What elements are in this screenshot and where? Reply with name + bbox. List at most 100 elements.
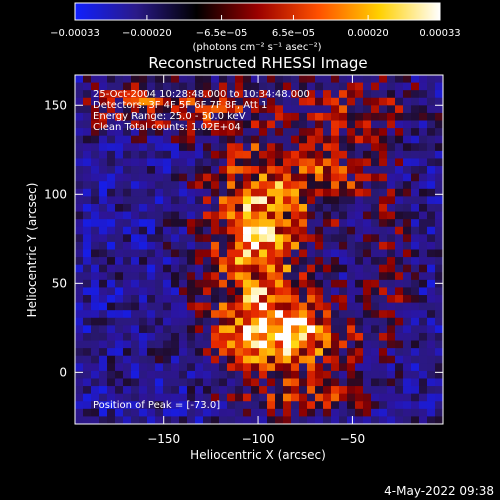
heatmap-cell — [299, 166, 308, 175]
heatmap-cell — [379, 325, 388, 334]
heatmap-cell — [155, 143, 164, 152]
heatmap-cell — [387, 272, 396, 281]
heatmap-cell — [235, 302, 244, 311]
heatmap-cell — [163, 370, 172, 380]
heatmap-cell — [403, 211, 412, 220]
heatmap-cell — [411, 105, 420, 114]
heatmap-cell — [355, 166, 364, 175]
heatmap-cell — [355, 249, 364, 258]
heatmap-cell — [115, 332, 124, 342]
heatmap-cell — [323, 196, 332, 205]
heatmap-cell — [259, 173, 268, 182]
heatmap-cell — [155, 416, 164, 424]
heatmap-cell — [371, 302, 380, 311]
heatmap-cell — [419, 173, 428, 182]
heatmap-cell — [163, 325, 172, 334]
heatmap-cell — [235, 181, 244, 190]
heatmap-cell — [275, 401, 284, 410]
heatmap-cell — [155, 181, 164, 190]
heatmap-cell — [211, 203, 220, 213]
heatmap-cell — [283, 112, 292, 122]
heatmap-cell — [171, 310, 180, 319]
heatmap-cell — [299, 196, 308, 205]
heatmap-cell — [323, 393, 332, 402]
heatmap-cell — [307, 264, 316, 273]
heatmap-cell — [363, 112, 372, 122]
heatmap-cell — [363, 378, 372, 387]
heatmap-cell — [131, 234, 140, 243]
heatmap-cell — [339, 211, 348, 220]
heatmap-cell — [355, 355, 364, 364]
heatmap-cell — [435, 82, 443, 91]
heatmap-cell — [275, 166, 284, 175]
heatmap-cell — [411, 332, 420, 342]
heatmap-cell — [267, 279, 276, 289]
colorbar-tick-label: 0.00020 — [347, 28, 388, 39]
heatmap-cell — [307, 211, 316, 220]
heatmap-cell — [139, 264, 148, 273]
heatmap-cell — [155, 386, 164, 395]
heatmap-cell — [75, 355, 84, 364]
heatmap-cell — [403, 112, 412, 122]
heatmap-cell — [187, 219, 196, 228]
heatmap-cell — [227, 120, 236, 129]
heatmap-cell — [387, 287, 396, 296]
heatmap-cell — [299, 112, 308, 122]
heatmap-cell — [307, 181, 316, 190]
heatmap-cell — [91, 241, 100, 251]
heatmap-cell — [107, 272, 116, 281]
heatmap-cell — [275, 416, 284, 424]
heatmap-cell — [347, 348, 356, 357]
heatmap-cell — [331, 393, 340, 402]
heatmap-cell — [91, 112, 100, 122]
heatmap-cell — [187, 332, 196, 342]
heatmap-cell — [403, 295, 412, 304]
heatmap-cell — [99, 234, 108, 243]
heatmap-cell — [91, 264, 100, 273]
heatmap-cell — [139, 295, 148, 304]
heatmap-cell — [427, 287, 436, 296]
heatmap-cell — [115, 158, 124, 167]
heatmap-cell — [155, 97, 164, 106]
heatmap-cell — [363, 166, 372, 175]
heatmap-cell — [347, 188, 356, 197]
y-tick-label: 150 — [44, 98, 67, 112]
heatmap-cell — [99, 249, 108, 258]
heatmap-cell — [219, 279, 228, 289]
heatmap-cell — [195, 272, 204, 281]
heatmap-cell — [171, 196, 180, 205]
heatmap-cell — [323, 135, 332, 144]
heatmap-cell — [243, 211, 252, 220]
heatmap-cell — [235, 150, 244, 160]
heatmap-cell — [123, 317, 132, 326]
heatmap-cell — [259, 310, 268, 319]
heatmap-cell — [155, 370, 164, 380]
heatmap-cell — [331, 279, 340, 289]
heatmap-cell — [123, 211, 132, 220]
heatmap-cell — [395, 264, 404, 273]
heatmap-cell — [227, 211, 236, 220]
heatmap-cell — [427, 302, 436, 311]
heatmap-cell — [211, 249, 220, 258]
heatmap-cell — [419, 386, 428, 395]
heatmap-cell — [115, 264, 124, 273]
heatmap-cell — [227, 416, 236, 424]
heatmap-cell — [187, 378, 196, 387]
heatmap-cell — [339, 135, 348, 144]
heatmap-cell — [99, 219, 108, 228]
heatmap-cell — [267, 378, 276, 387]
heatmap-cell — [259, 325, 268, 334]
x-tick-label: −100 — [242, 432, 275, 446]
heatmap-cell — [219, 105, 228, 114]
heatmap-cell — [75, 279, 84, 289]
heatmap-cell — [347, 416, 356, 424]
heatmap-cell — [195, 211, 204, 220]
heatmap-cell — [299, 393, 308, 402]
heatmap-cell — [203, 120, 212, 129]
heatmap-cell — [235, 386, 244, 395]
heatmap-cell — [115, 416, 124, 424]
heatmap-cell — [411, 196, 420, 205]
heatmap-cell — [131, 75, 140, 84]
heatmap-cell — [75, 386, 84, 395]
heatmap-cell — [83, 90, 92, 99]
